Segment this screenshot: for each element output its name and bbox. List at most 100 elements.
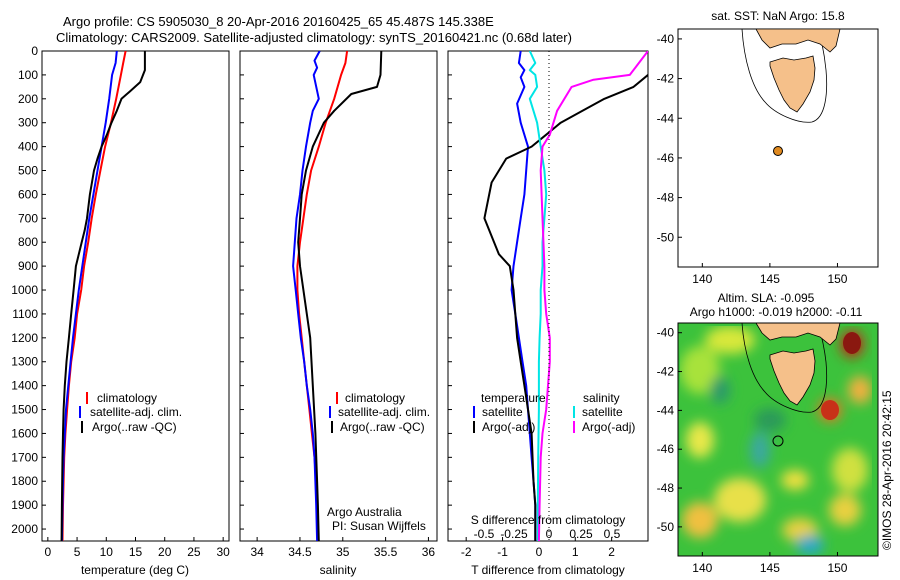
y-tick-label: 300 <box>18 116 38 130</box>
y-tick-label: 1700 <box>11 450 38 464</box>
y-tick-label: 700 <box>18 211 38 225</box>
warm-eddy-north <box>843 332 861 354</box>
annotation-pi-name: PI: Susan Wijffels <box>332 519 426 533</box>
sst-map-title: sat. SST: NaN Argo: 15.8 <box>711 9 845 23</box>
x-tick-label: 5 <box>74 545 81 559</box>
s-difference-ticks: -0.5 -0.25 0 0.25 0.5 <box>474 527 621 541</box>
x-tick-label: 0 <box>45 545 52 559</box>
salinity-axes: 34 34.5 35 35.5 36 <box>240 50 436 559</box>
y-tick-label: 1100 <box>12 307 38 321</box>
shelf-contour <box>741 29 828 123</box>
x-tick-label: 35.5 <box>374 545 398 559</box>
map-y-tick-label: -40 <box>657 32 675 46</box>
y-tick-label: 200 <box>18 92 38 106</box>
x-tick-label: 36 <box>422 545 436 559</box>
legend-label-t-satellite: satellite <box>482 405 523 419</box>
x-tick-label: 35 <box>336 545 350 559</box>
series-line-satellite-adj-clim- <box>292 51 321 541</box>
sla-map-content <box>678 323 878 556</box>
x-tick-label: 34 <box>250 545 264 559</box>
shelf-contour-sla <box>741 323 828 413</box>
sst-map-content <box>741 29 841 123</box>
temperature-legend: climatology satellite-adj. clim. Argo(..… <box>79 391 182 434</box>
y-tick-label: 1600 <box>11 426 38 440</box>
y-tick-label: 900 <box>18 259 38 273</box>
map-y-tick-label: -40 <box>657 326 675 340</box>
map-y-tick-label: -46 <box>657 151 675 165</box>
sla-field-anomalies <box>680 326 872 555</box>
legend-label-satellite: satellite-adj. clim. <box>338 405 430 419</box>
difference-axes: -2 -1 0 1 2 <box>448 50 615 559</box>
legend-label-s-argo: Argo(-adj) <box>582 420 635 434</box>
map-y-tick-label: -42 <box>657 72 675 86</box>
x-tick-label: 30 <box>216 545 230 559</box>
y-tick-label: 1200 <box>11 331 38 345</box>
tasmania-land <box>769 55 816 113</box>
map-y-tick-label: -44 <box>657 111 675 125</box>
sla-map-title-line1: Altim. SLA: -0.095 <box>718 291 815 305</box>
difference-legend: temperature satellite Argo(-adj) salinit… <box>473 391 635 434</box>
x-tick-label: 20 <box>158 545 172 559</box>
series-line-temperature-satellite <box>510 51 537 541</box>
temperature-axes: 0 5 10 15 20 25 300100200300400500600700800900… <box>11 44 230 559</box>
legend-heading-salinity: salinity <box>583 391 620 405</box>
x2-tick-label: 0.5 <box>604 527 621 541</box>
series-line-argo-raw-qc- <box>297 51 383 541</box>
legend-label-climatology: climatology <box>345 391 405 405</box>
x2-tick-label: 0 <box>546 527 553 541</box>
s-difference-axis-label: S difference from climatology <box>471 513 626 527</box>
legend-heading-temperature: temperature <box>481 391 546 405</box>
y-tick-label: 2000 <box>11 522 38 536</box>
y-tick-label: 1500 <box>11 403 38 417</box>
y-tick-label: 0 <box>31 44 38 58</box>
x-tick-label: 15 <box>129 545 143 559</box>
x2-tick-label: 0.25 <box>569 527 593 541</box>
series-line-climatology <box>61 51 127 541</box>
map-x-tick-label: 140 <box>692 561 712 575</box>
sst-map-axes: 140 145 150 -40 -42 -44 -46 -48 -50 <box>657 32 848 286</box>
map-y-tick-label: -44 <box>657 403 675 417</box>
sla-map-axes: 140 145 150 -40 -42 -44 -46 -48 -50 <box>657 326 848 575</box>
x-tick-label: 34.5 <box>288 545 312 559</box>
map-y-tick-label: -48 <box>657 481 675 495</box>
sla-map-frame <box>677 322 879 557</box>
legend-label-t-argo: Argo(-adj) <box>482 420 535 434</box>
salinity-legend: climatology satellite-adj. clim. Argo(..… <box>329 391 430 434</box>
sla-map-title-line2: Argo h1000: -0.019 h2000: -0.11 <box>690 305 863 319</box>
x-tick-label: 25 <box>187 545 201 559</box>
tasmania-land-sla <box>769 348 816 406</box>
temperature-panel-frame <box>41 50 230 542</box>
salinity-series <box>292 51 383 541</box>
series-line-temperature-argo-adj- <box>483 73 648 541</box>
map-x-tick-label: 150 <box>827 272 847 286</box>
imos-credit: ©IMOS 28-Apr-2016 20:42:15 <box>880 390 894 550</box>
map-x-tick-label: 145 <box>760 561 780 575</box>
x-tick-label: -2 <box>461 545 472 559</box>
argo-float-marker-sla <box>772 435 784 447</box>
x-tick-label: 2 <box>608 545 615 559</box>
legend-label-argo: Argo(..raw -QC) <box>92 420 177 434</box>
map-y-tick-label: -42 <box>657 365 675 379</box>
temperature-series <box>60 51 146 541</box>
legend-label-satellite: satellite-adj. clim. <box>90 405 182 419</box>
y-tick-label: 100 <box>18 68 38 82</box>
map-y-tick-label: -50 <box>657 230 675 244</box>
y-tick-label: 600 <box>18 187 38 201</box>
series-line-satellite-adj-clim- <box>60 51 118 541</box>
salinity-axis-label: salinity <box>320 563 357 577</box>
series-line-argo-raw-qc- <box>60 51 146 541</box>
t-difference-axis-label: T difference from climatology <box>471 563 625 577</box>
map-y-tick-label: -50 <box>657 520 675 534</box>
y-tick-label: 500 <box>18 164 38 178</box>
x-tick-label: -1 <box>497 545 508 559</box>
y-tick-label: 1800 <box>11 474 38 488</box>
salinity-panel-frame <box>239 50 438 542</box>
figure-title-line1: Argo profile: CS 5905030_8 20-Apr-2016 2… <box>63 14 494 29</box>
y-tick-label: 1400 <box>11 379 38 393</box>
map-x-tick-label: 140 <box>692 272 712 286</box>
figure-title-line2: Climatology: CARS2009. Satellite-adjuste… <box>56 30 572 45</box>
y-tick-label: 800 <box>18 235 38 249</box>
difference-panel-frame <box>447 50 649 542</box>
series-line-salinity-satellite <box>528 51 548 541</box>
